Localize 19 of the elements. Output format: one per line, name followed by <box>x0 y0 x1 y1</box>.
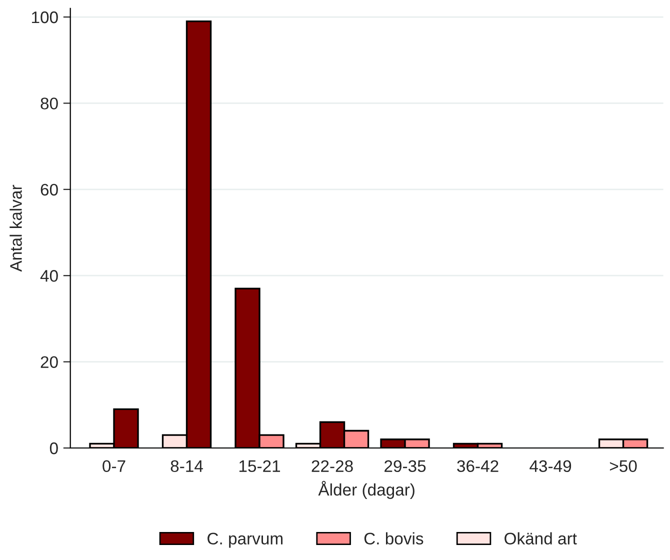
x-tick-label: 0-7 <box>102 460 126 472</box>
y-tick-label: 60 <box>40 184 58 196</box>
x-tick-label: 36-42 <box>457 460 498 472</box>
x-tick-label: 22-28 <box>312 460 353 472</box>
legend-label: C. bovis <box>364 532 424 545</box>
legend-label: Okänd art <box>504 532 577 545</box>
x-tick-label: 43-49 <box>530 460 572 472</box>
x-tick-label: 8-14 <box>170 460 203 472</box>
legend-label: C. parvum <box>208 532 282 548</box>
y-tick-label: 20 <box>40 356 58 368</box>
x-axis-title: Ålder (dagar) <box>318 480 414 499</box>
x-tick-label: 15-21 <box>239 460 280 472</box>
y-tick-label: 80 <box>40 98 58 110</box>
x-tick-label: >50 <box>610 460 637 472</box>
y-tick-label: 0 <box>50 442 58 454</box>
y-tick-label: 40 <box>40 270 58 282</box>
x-tick-label: 29-35 <box>384 460 426 472</box>
y-tick-label: 100 <box>32 11 58 24</box>
y-axis-title: Antal kalvar <box>10 184 22 272</box>
